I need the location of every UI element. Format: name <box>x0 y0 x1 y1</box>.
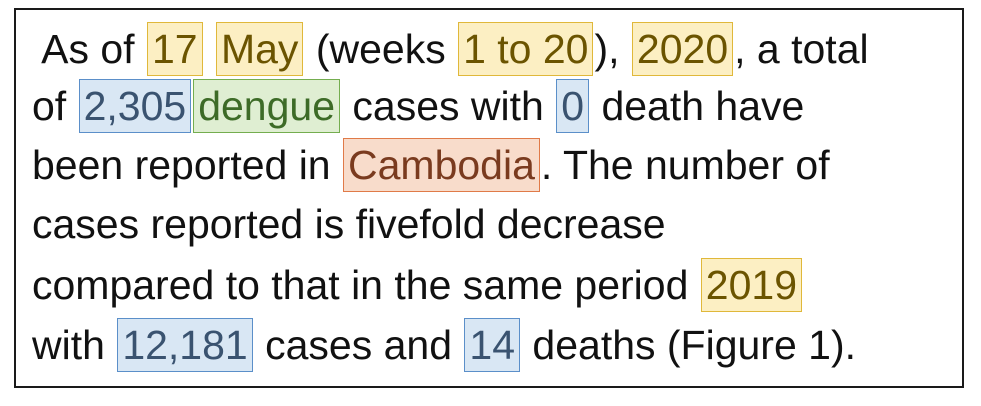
text-segment <box>204 26 215 72</box>
text-segment: with <box>32 322 117 368</box>
text-segment: (weeks <box>304 26 458 72</box>
text-line-2: of 2,305 dengue cases with 0 death have <box>32 78 804 134</box>
text-segment: . The number of <box>540 142 830 188</box>
text-segment: , a total <box>734 26 869 72</box>
date-highlight: 2019 <box>700 258 802 312</box>
date-highlight: May <box>215 22 304 76</box>
text-line-1: As of 17 May (weeks 1 to 20), 2020, a to… <box>32 21 869 77</box>
text-segment: deaths (Figure 1). <box>521 322 857 368</box>
text-line-5: compared to that in the same period 2019 <box>32 257 803 313</box>
date-highlight: 1 to 20 <box>458 22 594 76</box>
text-line-4: cases reported is fivefold decrease <box>32 196 666 252</box>
text-segment: ), <box>594 26 631 72</box>
count-highlight: 0 <box>556 79 590 133</box>
date-highlight: 17 <box>146 22 203 76</box>
text-segment: death have <box>590 83 805 129</box>
country-highlight: Cambodia <box>343 138 540 192</box>
disease-highlight: dengue <box>193 79 341 133</box>
count-highlight: 14 <box>464 318 521 372</box>
text-segment: cases reported is fivefold decrease <box>32 201 666 247</box>
text-segment: been reported in <box>32 142 343 188</box>
text-segment: cases with <box>341 83 556 129</box>
date-highlight: 2020 <box>631 22 734 76</box>
count-highlight: 12,181 <box>117 318 253 372</box>
text-line-3: been reported in Cambodia. The number of <box>32 137 830 193</box>
text-line-6: with 12,181 cases and 14 deaths (Figure … <box>32 317 856 373</box>
text-segment: As of <box>32 26 146 72</box>
text-segment: cases and <box>253 322 464 368</box>
text-segment: of <box>32 83 78 129</box>
count-highlight: 2,305 <box>78 79 192 133</box>
text-segment: compared to that in the same period <box>32 262 700 308</box>
